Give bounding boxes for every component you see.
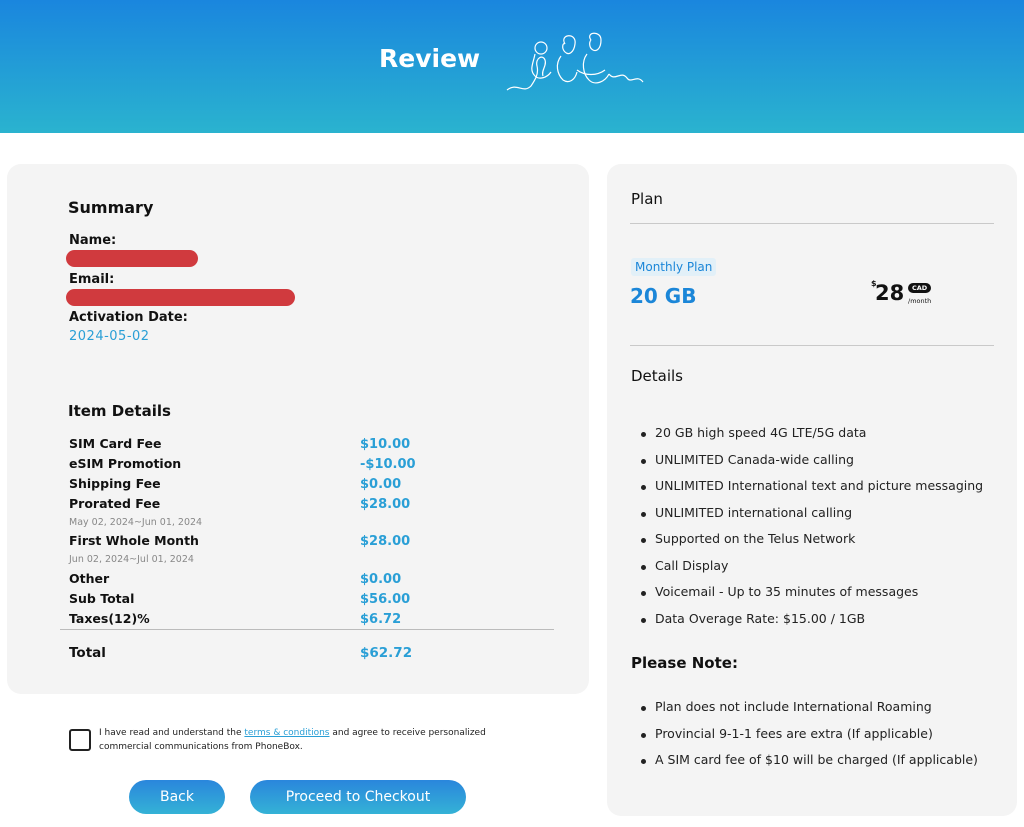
- item-label: Shipping Fee: [69, 476, 161, 491]
- item-value: $0.00: [360, 572, 402, 587]
- activation-date-value: 2024-05-02: [69, 329, 150, 344]
- total-label: Total: [69, 645, 106, 661]
- plan-divider: [630, 223, 994, 224]
- item-label: eSIM Promotion: [69, 456, 182, 471]
- page-header: Review: [0, 0, 1024, 133]
- list-item: A SIM card fee of $10 will be charged (I…: [640, 752, 978, 779]
- item-period: May 02, 2024~Jun 01, 2024: [69, 517, 203, 528]
- list-item: Supported on the Telus Network: [640, 531, 983, 558]
- item-value: $0.00: [360, 477, 402, 492]
- details-divider: [630, 345, 994, 346]
- price-currency-symbol: $: [871, 279, 877, 288]
- people-illustration-icon: [506, 32, 644, 91]
- item-value: $56.00: [360, 592, 411, 607]
- list-item: Voicemail - Up to 35 minutes of messages: [640, 584, 983, 611]
- item-period: Jun 02, 2024~Jul 01, 2024: [69, 554, 194, 565]
- back-button[interactable]: Back: [129, 780, 225, 814]
- item-label: First Whole Month: [69, 533, 199, 548]
- price-period: /month: [908, 297, 932, 305]
- name-label: Name:: [69, 233, 117, 248]
- activation-date-label: Activation Date:: [69, 310, 188, 325]
- summary-heading: Summary: [68, 198, 154, 217]
- page-title: Review: [379, 44, 481, 73]
- item-label: Sub Total: [69, 591, 135, 606]
- terms-text: I have read and understand the terms & c…: [99, 726, 519, 754]
- item-details-heading: Item Details: [68, 402, 171, 420]
- details-heading: Details: [631, 367, 684, 385]
- email-label: Email:: [69, 272, 115, 287]
- item-label: SIM Card Fee: [69, 436, 162, 451]
- list-item: Data Overage Rate: $15.00 / 1GB: [640, 611, 983, 638]
- total-divider: [60, 629, 554, 630]
- email-redaction: [66, 289, 295, 306]
- please-note-heading: Please Note:: [631, 654, 738, 672]
- item-value: -$10.00: [360, 457, 416, 472]
- list-item: UNLIMITED international calling: [640, 505, 983, 532]
- item-value: $10.00: [360, 437, 411, 452]
- terms-text-before: I have read and understand the: [99, 728, 245, 738]
- list-item: Provincial 9-1-1 fees are extra (If appl…: [640, 726, 978, 753]
- name-redaction: [66, 250, 198, 267]
- item-value: $28.00: [360, 497, 411, 512]
- total-value: $62.72: [360, 645, 413, 661]
- item-label: Taxes(12)%: [69, 611, 150, 626]
- list-item: Plan does not include International Roam…: [640, 699, 978, 726]
- proceed-to-checkout-button[interactable]: Proceed to Checkout: [250, 780, 466, 814]
- terms-link[interactable]: terms & conditions: [244, 728, 330, 738]
- plan-heading: Plan: [631, 190, 663, 208]
- plan-type-badge: Monthly Plan: [631, 258, 717, 276]
- list-item: UNLIMITED Canada-wide calling: [640, 452, 983, 479]
- terms-text-after: and agree to receive personalized commer…: [99, 728, 486, 752]
- terms-checkbox[interactable]: [69, 729, 91, 751]
- currency-badge: CAD: [908, 283, 932, 293]
- plan-price: 28: [875, 281, 905, 305]
- details-list: 20 GB high speed 4G LTE/5G data UNLIMITE…: [640, 425, 983, 637]
- item-value: $28.00: [360, 534, 411, 549]
- plan-data-amount: 20 GB: [630, 284, 697, 308]
- item-label: Prorated Fee: [69, 496, 161, 511]
- item-value: $6.72: [360, 612, 402, 627]
- list-item: UNLIMITED International text and picture…: [640, 478, 983, 505]
- note-list: Plan does not include International Roam…: [640, 699, 978, 779]
- item-label: Other: [69, 571, 110, 586]
- list-item: 20 GB high speed 4G LTE/5G data: [640, 425, 983, 452]
- list-item: Call Display: [640, 558, 983, 585]
